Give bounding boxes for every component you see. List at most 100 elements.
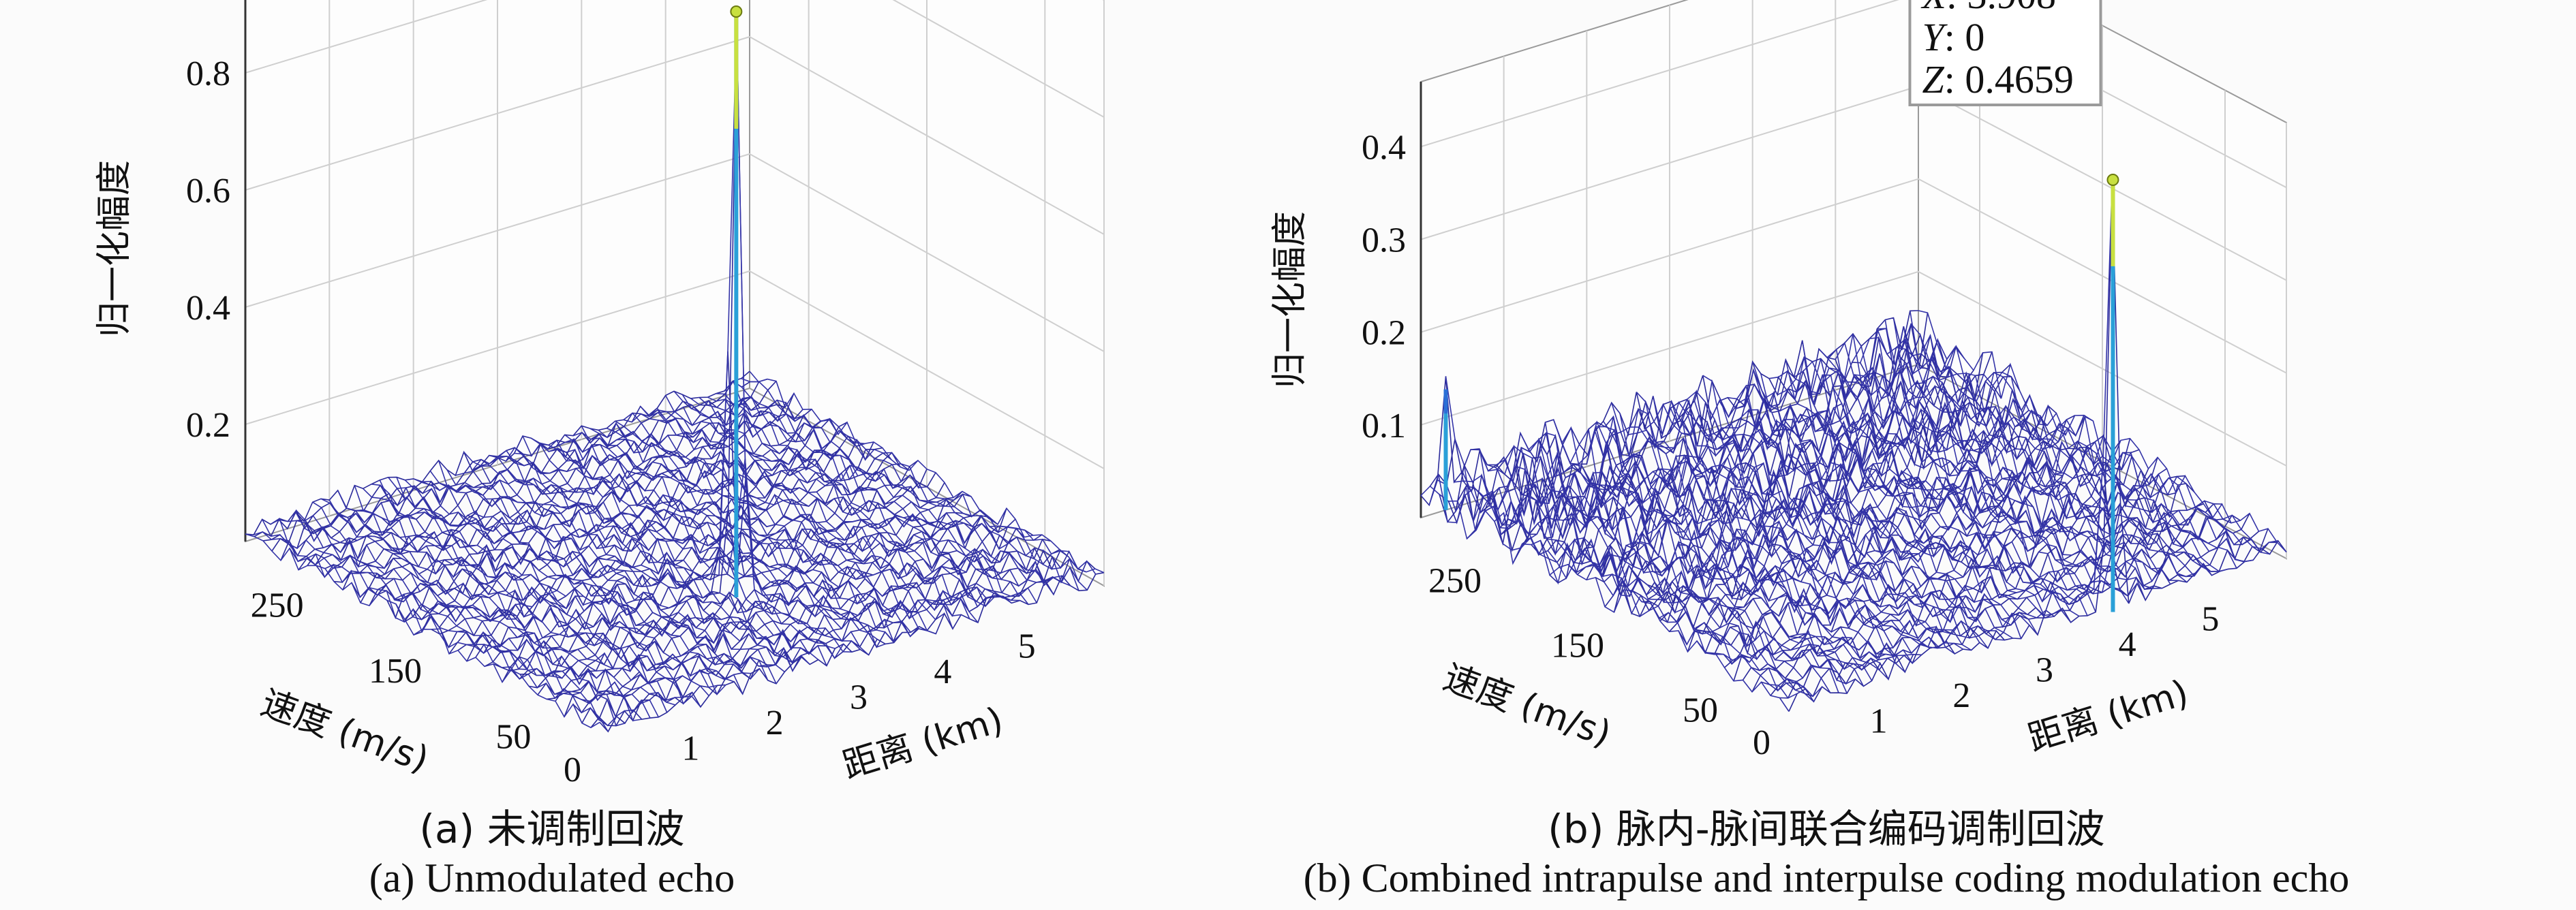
datatip-marker [730, 5, 743, 18]
mesh-line-y [1644, 403, 2013, 639]
mesh-line-y [1685, 410, 2055, 619]
mesh-line-y [363, 488, 718, 688]
y-tick-label: 50 [495, 718, 531, 757]
mesh-line-y [245, 533, 600, 729]
mesh-line-y [1503, 455, 1873, 681]
mesh-line-y [1801, 340, 2171, 585]
mesh-line-y [1760, 373, 2130, 604]
x-tick-label: 4 [934, 653, 951, 691]
x-tick-label: 1 [681, 729, 699, 768]
mesh-line-y [732, 380, 1088, 591]
mesh-line-y [631, 413, 987, 608]
mesh-line-y [690, 398, 1045, 587]
surface-mesh [245, 19, 1105, 733]
caption-b-zh: (b) 脉内-脉间联合编码调制回波 [1548, 806, 2105, 852]
mesh-line-y [716, 393, 1071, 586]
mesh-line-y [1918, 310, 2287, 553]
mesh-line-y [1702, 375, 2072, 623]
mesh-line-y [286, 509, 642, 721]
caption-a-zh: (a) 未调制回波 [419, 806, 685, 852]
mesh-line-y [1578, 420, 1947, 649]
mesh-line-y [1719, 397, 2088, 616]
mesh-line-y [724, 380, 1079, 591]
mesh-line-y [522, 435, 878, 640]
mesh-line-y [279, 519, 634, 718]
mesh-line-y [1910, 311, 2278, 552]
datatip-x: X: 3.908 [1920, 0, 2056, 17]
mesh-line-y [564, 434, 920, 638]
mesh-line-y [396, 477, 752, 674]
mesh-line-y [1728, 384, 2096, 612]
mesh-line-y [270, 518, 626, 727]
y-axis-label: 速度 (m/s) [256, 682, 433, 781]
mesh-line-y [1843, 333, 2213, 576]
mesh-line-y [404, 480, 760, 680]
mesh-line-y [472, 458, 827, 666]
mesh-line-y [489, 454, 844, 659]
mesh-line-x [1687, 475, 2186, 653]
mesh-line-y [1652, 396, 2022, 639]
mesh-line-y [1868, 328, 2237, 569]
mesh-line-y [555, 438, 911, 633]
chart-panel-a: 0.20.40.60.81.012345050150250距离 (km)速度 (… [94, 0, 1105, 789]
mesh-line-y [254, 531, 609, 732]
mesh-line-y [303, 514, 660, 718]
mesh-line-y [1751, 361, 2121, 595]
mesh-line-y [1611, 402, 1980, 643]
mesh-line-y [530, 437, 886, 648]
y-tick-label: 50 [1683, 691, 1718, 730]
mesh-line-y [648, 409, 1004, 607]
mesh-line-y [328, 499, 684, 701]
mesh-line-y [681, 394, 1037, 603]
mesh-line-y [1428, 473, 1798, 699]
x-tick-label: 2 [1952, 676, 1970, 715]
mesh-line-y [505, 446, 861, 650]
mesh-line-y [1693, 401, 2063, 616]
z-tick-label: 0.8 [186, 54, 230, 93]
y-axis-label: 速度 (m/s) [1438, 657, 1616, 755]
mesh-line-y [312, 501, 668, 713]
mesh-line-y [539, 442, 895, 644]
x-tick-label: 3 [2036, 651, 2053, 690]
x-tick-label: 5 [2201, 600, 2219, 639]
datatip-box [1908, 0, 2102, 107]
mesh-line-y [1743, 180, 2113, 591]
caption-a-en: (a) Unmodulated echo [369, 856, 735, 900]
mesh-line-y [1420, 485, 1790, 712]
z-tick-label: 0.2 [186, 406, 230, 445]
mesh-line-y [1711, 397, 2080, 617]
caption-b-en: (b) Combined intrapulse and interpulse c… [1303, 856, 2350, 900]
datatip-z: Z: 0.4659 [1922, 57, 2073, 101]
mesh-line-y [1544, 422, 1914, 657]
datatip-marker [2106, 174, 2119, 187]
mesh-line-y [295, 512, 651, 719]
x-tick-label: 5 [1018, 627, 1036, 666]
mesh-line-y [261, 519, 617, 727]
mesh-line-y [1810, 367, 2179, 582]
z-tick-label: 0.4 [186, 289, 230, 328]
y-tick-label: 250 [1428, 562, 1482, 601]
mesh-line-y [1892, 317, 2262, 550]
x-tick-label: 2 [766, 704, 784, 742]
x-tick-label: 4 [2119, 625, 2136, 664]
mesh-line-y [615, 420, 970, 619]
x-tick-label: 1 [1870, 702, 1888, 741]
mesh-line-y [346, 507, 701, 708]
mesh-line-y [337, 490, 693, 705]
mesh-line-y [1603, 420, 1972, 651]
mesh-line-y [1478, 448, 1847, 694]
mesh-line-y [1794, 360, 2162, 589]
mesh-line-y [547, 439, 903, 643]
mesh-line-y [1785, 357, 2154, 591]
mesh-line-y [1619, 408, 1989, 649]
mesh-line-y [1495, 445, 1865, 687]
mesh-line-y [421, 482, 777, 685]
y-tick-label: 0 [1753, 723, 1770, 762]
mesh-line-y [1594, 416, 1963, 650]
mesh-line-y [1818, 348, 2188, 583]
mesh-line-y [1536, 432, 1905, 673]
mesh-line-y [463, 452, 819, 661]
mesh-line-y [1561, 426, 1931, 655]
mesh-line-y [572, 432, 928, 631]
